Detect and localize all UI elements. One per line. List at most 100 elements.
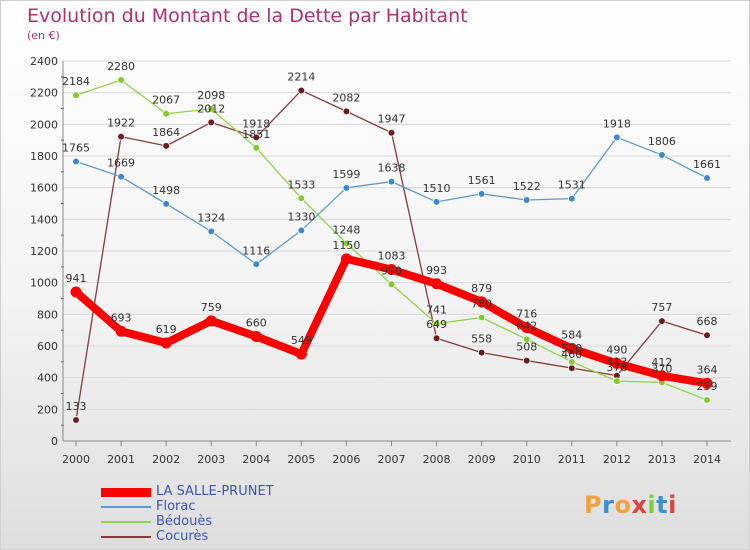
data-point — [703, 174, 711, 182]
logo-letter: r — [602, 491, 615, 519]
y-tick-label: 200 — [37, 403, 58, 416]
data-point — [162, 109, 170, 118]
data-point — [703, 396, 711, 404]
y-tick-label: 400 — [37, 372, 58, 385]
data-label: 1522 — [513, 180, 541, 193]
data-point — [432, 198, 441, 206]
data-label: 1638 — [378, 162, 406, 175]
data-label: 133 — [66, 400, 87, 413]
data-point — [701, 377, 713, 389]
data-label: 660 — [246, 317, 267, 330]
data-label: 2012 — [197, 102, 225, 115]
data-point — [432, 319, 441, 328]
data-label: 1531 — [558, 179, 586, 192]
y-tick-label: 2000 — [30, 118, 58, 131]
data-point — [658, 317, 666, 325]
data-point — [207, 105, 216, 113]
data-label: 2082 — [332, 91, 360, 104]
data-point — [162, 200, 170, 208]
data-label: 1324 — [197, 211, 225, 224]
x-tick-label: 2006 — [332, 453, 360, 466]
data-point — [477, 313, 486, 322]
legend-swatch — [101, 536, 151, 538]
data-point — [207, 227, 216, 236]
data-point — [567, 358, 576, 366]
data-label: 693 — [111, 311, 132, 324]
data-label: 741 — [426, 304, 447, 317]
data-point — [72, 91, 80, 99]
x-tick-label: 2012 — [603, 453, 631, 466]
data-label: 1561 — [468, 174, 496, 187]
x-tick-label: 2005 — [287, 453, 315, 466]
data-point — [432, 334, 441, 343]
data-label: 993 — [426, 264, 447, 277]
data-point — [476, 296, 488, 308]
data-label: 2184 — [62, 75, 90, 88]
data-label: 716 — [516, 308, 537, 321]
data-point — [477, 348, 486, 357]
data-point — [342, 239, 351, 248]
data-label: 584 — [561, 329, 582, 342]
data-label: 2214 — [287, 70, 315, 83]
data-label: 2067 — [152, 94, 180, 107]
data-label: 642 — [516, 319, 537, 332]
logo-letter: x — [631, 491, 648, 519]
chart-title: Evolution du Montant de la Dette par Hab… — [27, 5, 468, 27]
chart-unit: (en €) — [27, 29, 60, 42]
data-label: 508 — [516, 341, 537, 354]
data-label: 1661 — [693, 158, 721, 171]
x-tick-label: 2007 — [378, 453, 406, 466]
data-label: 500 — [561, 342, 582, 355]
y-tick-label: 1400 — [30, 213, 58, 226]
data-point — [658, 151, 666, 159]
data-point — [252, 133, 261, 142]
y-tick-label: 1000 — [30, 277, 58, 290]
data-label: 1083 — [378, 250, 406, 263]
x-tick-label: 2004 — [242, 453, 270, 466]
data-point — [205, 315, 217, 327]
data-point — [160, 337, 172, 349]
x-tick-label: 2001 — [107, 453, 135, 466]
data-point — [567, 364, 576, 372]
data-label: 759 — [201, 301, 222, 314]
data-label: 668 — [697, 315, 718, 328]
data-label: 460 — [561, 348, 582, 361]
legend-label: Cocurès — [156, 529, 209, 544]
data-point — [295, 348, 307, 360]
data-label: 1150 — [332, 239, 360, 252]
data-label: 1248 — [332, 223, 360, 236]
data-label: 378 — [606, 361, 627, 374]
x-tick-label: 2003 — [197, 453, 225, 466]
data-point — [207, 118, 216, 127]
proxiti-logo: Proxiti — [584, 491, 677, 519]
data-label: 1669 — [107, 157, 135, 170]
data-label: 619 — [156, 323, 177, 336]
data-label: 1330 — [287, 210, 315, 223]
legend-label: LA SALLE-PRUNET — [156, 484, 274, 499]
data-point — [521, 322, 533, 334]
data-point — [117, 132, 125, 141]
data-point — [115, 325, 127, 337]
data-label: 1864 — [152, 126, 180, 139]
data-point — [297, 226, 306, 235]
data-point — [72, 157, 80, 166]
data-point — [387, 177, 396, 186]
data-label: 757 — [651, 301, 672, 314]
x-tick-label: 2009 — [468, 453, 496, 466]
legend-swatch — [101, 506, 151, 508]
data-point — [117, 172, 125, 181]
logo-letter: i — [668, 491, 677, 519]
x-tick-label: 2002 — [152, 453, 180, 466]
data-label: 2098 — [197, 89, 225, 102]
y-tick-label: 2400 — [30, 55, 58, 68]
y-tick-label: 1600 — [30, 182, 58, 195]
data-label: 1922 — [107, 117, 135, 130]
data-label: 1851 — [242, 128, 270, 141]
data-label: 412 — [651, 356, 672, 369]
data-point — [70, 286, 82, 298]
series-group — [70, 76, 713, 424]
x-tick-label: 2014 — [693, 453, 721, 466]
data-label: 649 — [426, 318, 447, 331]
data-labels: 133 1922 1864 2012 1918 2214 2082 1947 649 558 508… — [62, 60, 721, 413]
data-label: 1533 — [287, 178, 315, 191]
